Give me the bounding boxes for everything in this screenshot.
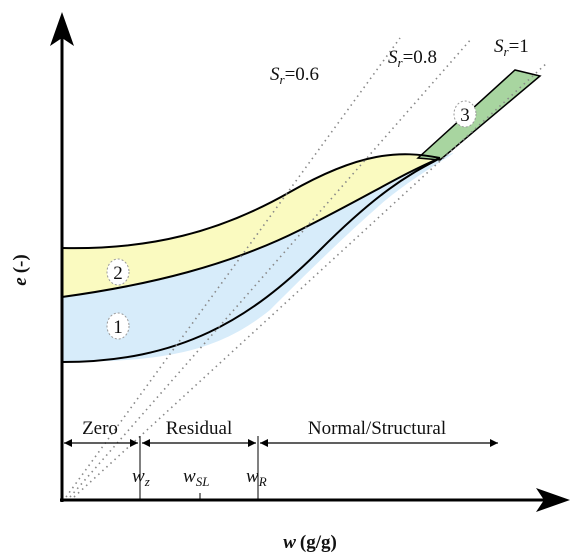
saturation-label: Sr=1 [494, 36, 529, 59]
water-content-label: wz [132, 466, 150, 489]
symbol: S [270, 64, 280, 85]
symbol: S [494, 36, 504, 57]
symbol: w [283, 532, 296, 553]
saturation-line [65, 37, 401, 498]
region-3-area [416, 69, 542, 161]
subscript: SL [196, 474, 210, 489]
saturation-label: Sr=0.8 [388, 47, 437, 70]
arrow-head [64, 439, 72, 447]
saturation-label: Sr=0.6 [270, 64, 319, 87]
value: =0.8 [403, 47, 437, 68]
arrow-head [260, 439, 268, 447]
arrow-head [130, 439, 138, 447]
symbol: w [183, 466, 196, 487]
unit: (-) [10, 254, 31, 273]
zone-label: Normal/Structural [308, 418, 446, 439]
value: =0.6 [285, 64, 319, 85]
region-label: 1 [113, 317, 123, 338]
water-content-label: wR [246, 466, 267, 489]
arrow-head [142, 439, 150, 447]
middle-curve [61, 157, 441, 298]
arrow-head [490, 439, 498, 447]
region-1-area [62, 158, 440, 362]
subscript: z [144, 474, 150, 489]
water-content-label: wSL [183, 466, 209, 489]
region-marker [453, 100, 477, 128]
region-marker [106, 258, 130, 286]
symbol: w [246, 466, 259, 487]
subscript: R [258, 474, 267, 489]
subscript: r [280, 72, 286, 87]
symbol: e [10, 277, 31, 286]
x-axis-title: w (g/g) [283, 532, 337, 553]
arrow-head [248, 439, 256, 447]
subscript: r [398, 55, 404, 70]
y-axis-arrow [50, 12, 74, 46]
region-label: 2 [113, 263, 123, 284]
value: =1 [509, 36, 529, 57]
arrow-heads [64, 439, 498, 447]
x-axis-arrow [536, 488, 570, 512]
symbol: S [388, 47, 398, 68]
region-marker [106, 312, 130, 340]
lower-curve [61, 157, 441, 363]
region-label: 3 [460, 105, 470, 126]
zone-label: Zero [82, 418, 118, 439]
symbol: w [132, 466, 145, 487]
y-axis-title: e (-) [10, 254, 31, 285]
upper-curve [61, 153, 441, 250]
subscript: r [504, 44, 510, 59]
region-2-area [62, 154, 440, 297]
unit: (g/g) [300, 532, 337, 553]
zone-label: Residual [166, 418, 233, 439]
